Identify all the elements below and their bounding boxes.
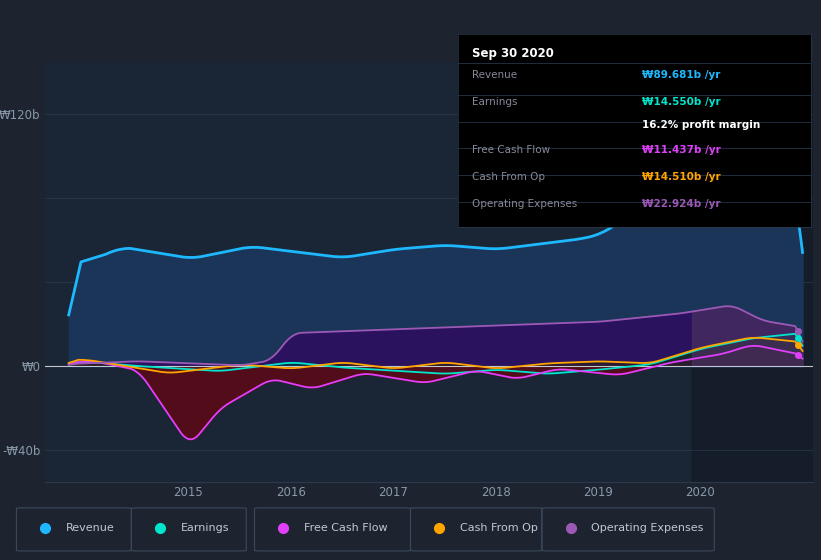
Text: Operating Expenses: Operating Expenses [591,523,704,533]
Text: Cash From Op: Cash From Op [460,523,538,533]
Text: Earnings: Earnings [472,97,518,107]
Text: Free Cash Flow: Free Cash Flow [304,523,388,533]
Text: ₩22.924b /yr: ₩22.924b /yr [642,199,720,209]
Text: Earnings: Earnings [181,523,229,533]
Text: Free Cash Flow: Free Cash Flow [472,145,550,155]
Text: Sep 30 2020: Sep 30 2020 [472,47,554,60]
Text: Revenue: Revenue [472,70,517,80]
Text: ₩11.437b /yr: ₩11.437b /yr [642,145,721,155]
Text: ₩89.681b /yr: ₩89.681b /yr [642,70,720,80]
Text: ₩14.510b /yr: ₩14.510b /yr [642,172,720,183]
Text: Revenue: Revenue [66,523,114,533]
Text: Operating Expenses: Operating Expenses [472,199,577,209]
Bar [692,62,813,482]
Text: 16.2% profit margin: 16.2% profit margin [642,120,760,130]
Text: Cash From Op: Cash From Op [472,172,545,183]
Text: ₩14.550b /yr: ₩14.550b /yr [642,97,720,107]
